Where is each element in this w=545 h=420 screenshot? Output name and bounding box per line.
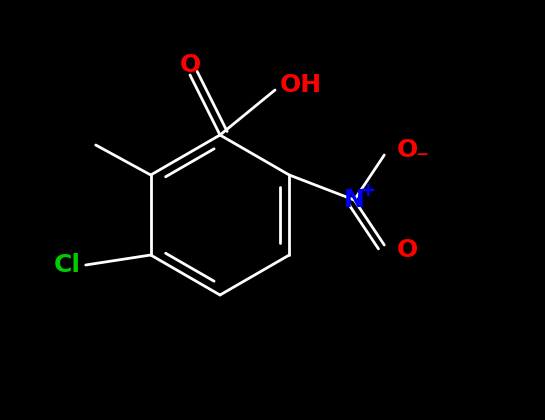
Text: ⁻: ⁻ <box>416 148 429 172</box>
Text: +: + <box>360 181 377 200</box>
Text: Cl: Cl <box>54 253 81 277</box>
Text: N: N <box>344 188 365 212</box>
Text: O: O <box>179 53 201 77</box>
Text: OH: OH <box>280 73 322 97</box>
Text: O: O <box>396 238 417 262</box>
Text: O: O <box>396 138 417 162</box>
